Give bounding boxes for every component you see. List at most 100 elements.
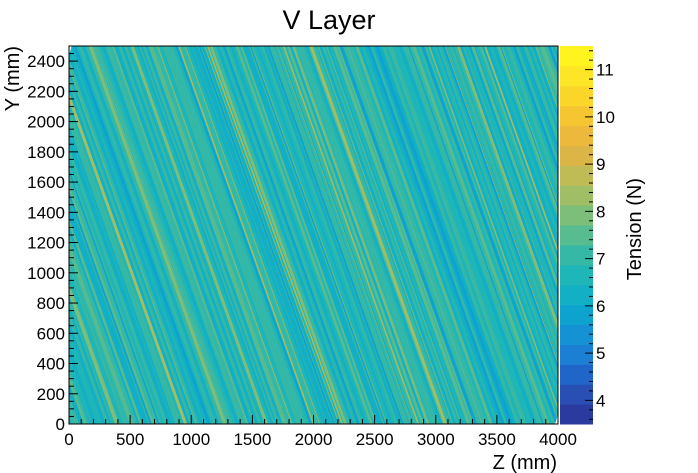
y-tick-label: 1000	[27, 264, 65, 283]
heatmap-stripe	[273, 46, 409, 424]
heatmap-stripe	[69, 355, 94, 424]
heatmap-stripe	[127, 46, 263, 424]
empty-corner-region	[69, 46, 558, 424]
heatmap-stripe	[145, 46, 283, 424]
heatmap-stripe	[468, 46, 558, 297]
heatmap-stripe	[336, 46, 472, 424]
heatmap-stripe	[527, 46, 558, 133]
y-tick-label: 2000	[27, 113, 65, 132]
heatmap-stripe	[289, 46, 427, 424]
heatmap-stripe	[295, 46, 432, 424]
heatmap-stripe	[501, 46, 558, 207]
heatmap-stripe	[248, 46, 385, 424]
heatmap-stripe	[388, 46, 524, 424]
heatmap-stripe	[489, 46, 558, 240]
heatmap-stripe	[299, 46, 436, 424]
heatmap-stripe	[395, 46, 534, 424]
heatmap-stripe	[278, 46, 414, 424]
heatmap-stripe	[372, 46, 508, 424]
x-tick-label: 3500	[478, 430, 516, 449]
heatmap-stripe	[178, 46, 315, 424]
heatmap-stripe	[308, 46, 444, 424]
heatmap-stripe	[172, 46, 310, 424]
heatmap-stripe	[431, 46, 558, 401]
colorbar-tick-label: 10	[596, 108, 615, 127]
y-tick-label: 1600	[27, 173, 65, 192]
heatmap-stripe	[363, 46, 499, 424]
heatmap-stripe	[196, 46, 332, 424]
heatmap-stripe	[446, 46, 558, 359]
heatmap-stripe	[465, 46, 558, 306]
heatmap-stripe	[138, 46, 276, 424]
heatmap-stripe	[78, 46, 216, 424]
heatmap-stripe	[228, 46, 365, 424]
heatmap-stripe	[540, 46, 558, 95]
heatmap-stripe	[274, 46, 410, 424]
heatmap-stripe	[230, 46, 367, 424]
heatmap-stripe	[252, 46, 391, 424]
chart-title: V Layer	[282, 5, 375, 35]
heatmap-stripe	[518, 46, 558, 158]
colorbar-tick-label: 11	[596, 61, 614, 80]
heatmap-area	[69, 46, 558, 424]
heatmap-stripe	[273, 46, 409, 424]
x-tick-label: 1000	[172, 430, 210, 449]
heatmap-stripe	[429, 46, 558, 406]
colorbar-segment	[560, 46, 593, 67]
heatmap-stripe	[181, 46, 320, 424]
heatmap-stripe	[69, 225, 140, 424]
heatmap-stripe	[240, 46, 377, 424]
heatmap-stripe	[279, 46, 418, 424]
heatmap-stripe	[332, 46, 468, 424]
heatmap-stripe	[69, 57, 200, 424]
colorbar-segment	[560, 384, 593, 405]
heatmap-stripe	[201, 46, 339, 424]
heatmap-stripe	[424, 46, 558, 421]
heatmap-stripe	[480, 46, 558, 266]
heatmap-stripe	[185, 46, 324, 424]
heatmap-stripe	[225, 46, 363, 424]
x-axis: 0 500 1000 1500 2000 2500 3000 3500 4000	[64, 415, 577, 449]
heatmap-stripe	[363, 46, 502, 424]
heatmap-stripe	[204, 46, 340, 424]
y-tick-label: 2200	[27, 82, 65, 101]
heatmap-stripe	[342, 46, 479, 424]
heatmap-stripe	[222, 46, 360, 424]
heatmap-stripe	[198, 46, 335, 424]
heatmap-stripe	[358, 46, 496, 424]
heatmap-stripe	[209, 46, 347, 424]
colorbar-segment	[560, 264, 593, 286]
heatmap-stripe	[140, 46, 277, 424]
heatmap-stripe	[460, 46, 558, 320]
heatmap-stripe	[317, 46, 454, 424]
heatmap-stripe	[250, 46, 386, 424]
heatmap-stripe	[409, 46, 547, 424]
y-tick-label: 1200	[27, 234, 65, 253]
heatmap-stripe	[428, 46, 558, 411]
colorbar-axis: 4 5 6 7 8 9 10 11	[585, 50, 615, 420]
y-tick-label: 0	[56, 415, 65, 434]
y-tick-label: 1800	[27, 143, 65, 162]
heatmap-stripe	[130, 46, 269, 424]
heatmap-stripe	[492, 46, 558, 230]
y-tick-label: 1400	[27, 203, 65, 222]
heatmap-stripe	[332, 46, 471, 424]
heatmap-stripe	[406, 46, 543, 424]
heatmap-stripe	[175, 46, 312, 424]
heatmap-stripe	[121, 46, 259, 424]
heatmap-stripe	[536, 46, 558, 108]
heatmap-stripe	[523, 46, 558, 143]
heatmap-stripe	[168, 46, 307, 424]
heatmap-stripe	[69, 163, 162, 424]
heatmap-stripe	[348, 46, 486, 424]
heatmap-stripe	[115, 46, 253, 424]
heatmap-stripe	[282, 46, 420, 424]
heatmap-stripe	[200, 46, 337, 424]
heatmap-stripe	[286, 46, 425, 424]
heatmap-stripe	[292, 46, 429, 424]
heatmap-stripe	[474, 46, 558, 280]
heatmap-stripe	[470, 46, 558, 294]
heatmap-stripe	[123, 46, 262, 424]
heatmap-stripe	[277, 46, 413, 424]
